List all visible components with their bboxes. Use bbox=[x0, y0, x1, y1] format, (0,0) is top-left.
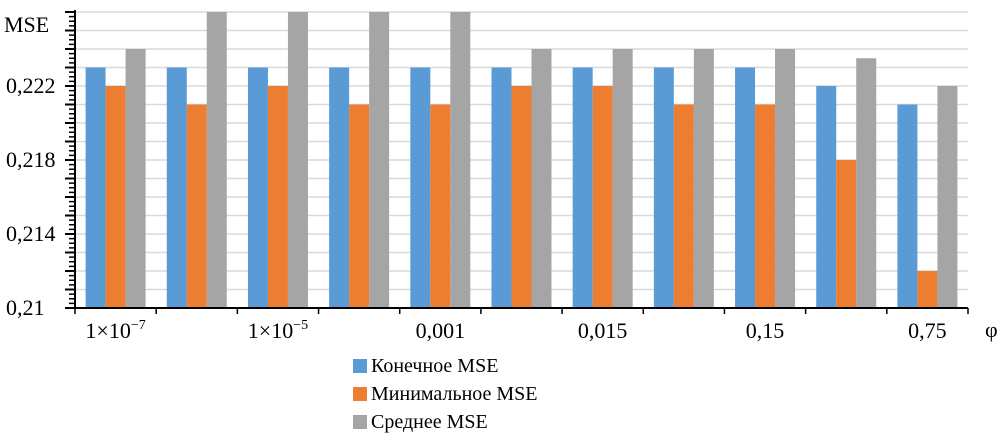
axes bbox=[65, 10, 969, 314]
bar bbox=[937, 86, 958, 308]
bar bbox=[430, 104, 451, 308]
bar bbox=[653, 67, 674, 308]
x-tick-labels: 1×10−7 1×10−5 0,001 0,015 0,15 0,75 bbox=[85, 318, 946, 343]
bar bbox=[531, 49, 552, 308]
bar bbox=[450, 12, 471, 308]
bar bbox=[105, 86, 126, 308]
x-tick-label: 0,001 bbox=[416, 318, 466, 343]
x-axis-label: φ bbox=[985, 317, 998, 342]
bar bbox=[267, 86, 288, 308]
bar bbox=[572, 67, 593, 308]
y-tick-labels: 0,21 0,214 0,218 0,222 bbox=[6, 73, 56, 320]
x-tick-label: 0,15 bbox=[746, 318, 785, 343]
legend-swatch-final bbox=[353, 359, 367, 373]
bar bbox=[287, 12, 308, 308]
bar bbox=[166, 67, 187, 308]
bar bbox=[917, 271, 938, 308]
bar bbox=[836, 160, 857, 308]
legend-label-mean: Среднее MSE bbox=[371, 410, 488, 433]
bar bbox=[85, 67, 106, 308]
x-tick-label: 0,75 bbox=[908, 318, 947, 343]
bar bbox=[592, 86, 613, 308]
x-tick-label: 1×10−5 bbox=[248, 318, 308, 343]
bar bbox=[511, 86, 532, 308]
bar bbox=[693, 49, 714, 308]
x-tick-label: 1×10−7 bbox=[85, 318, 145, 343]
bar bbox=[735, 67, 756, 308]
legend-swatch-min bbox=[353, 387, 367, 401]
bar bbox=[612, 49, 633, 308]
y-axis-label: MSE bbox=[4, 12, 49, 37]
legend-item-final-mse: Конечное MSE bbox=[353, 352, 538, 380]
bar bbox=[897, 104, 918, 308]
bar bbox=[856, 58, 877, 308]
legend: Конечное MSE Минимальное MSE Среднее MSE bbox=[353, 352, 538, 436]
chart-canvas: 0,21 0,214 0,218 0,222 1×10−7 1×10−5 0,001 0,0… bbox=[4, 10, 998, 343]
legend-item-mean-mse: Среднее MSE bbox=[353, 408, 538, 436]
legend-label-final: Конечное MSE bbox=[371, 354, 499, 377]
bar bbox=[369, 12, 390, 308]
y-tick-label: 0,21 bbox=[6, 295, 45, 320]
bars bbox=[85, 12, 958, 308]
bar bbox=[491, 67, 512, 308]
x-tick-label: 0,015 bbox=[578, 318, 628, 343]
bar bbox=[247, 67, 268, 308]
bar bbox=[186, 104, 207, 308]
bar bbox=[329, 67, 350, 308]
y-tick-label: 0,214 bbox=[6, 221, 56, 246]
y-tick-label: 0,218 bbox=[6, 147, 56, 172]
legend-swatch-mean bbox=[353, 415, 367, 429]
bar bbox=[410, 67, 431, 308]
bar bbox=[816, 86, 837, 308]
bar bbox=[349, 104, 370, 308]
bar bbox=[673, 104, 694, 308]
bar bbox=[206, 12, 227, 308]
bar bbox=[755, 104, 776, 308]
bar bbox=[775, 49, 796, 308]
legend-label-min: Минимальное MSE bbox=[371, 382, 538, 405]
y-tick-label: 0,222 bbox=[6, 73, 56, 98]
legend-item-min-mse: Минимальное MSE bbox=[353, 380, 538, 408]
bar bbox=[125, 49, 146, 308]
